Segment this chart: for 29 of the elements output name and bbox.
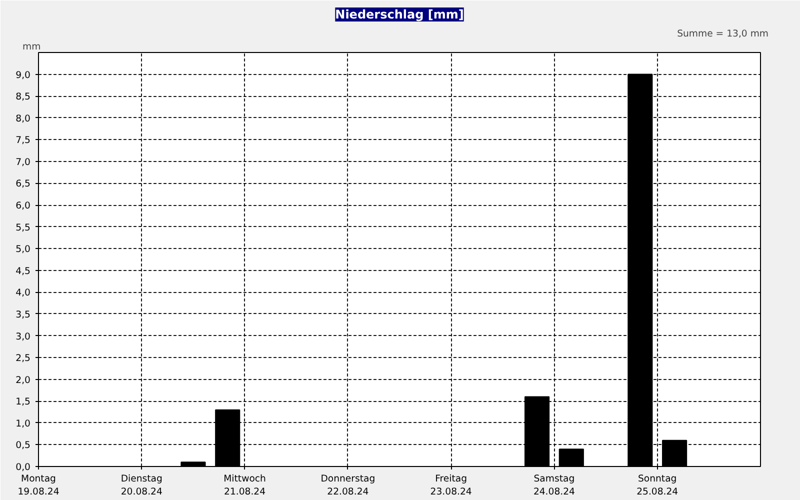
x-tick-label: Donnerstag 22.08.24: [320, 474, 376, 498]
y-tick-label: 5,0: [16, 244, 31, 256]
y-tick-label: 3,0: [16, 331, 31, 342]
x-tick-label: Samstag 24.08.24: [533, 474, 576, 498]
y-axis-title: mm: [22, 42, 41, 52]
x-tick-label: Freitag 23.08.24: [430, 474, 472, 498]
y-tick-label: 0,0: [16, 462, 31, 473]
y-tick-label: 2,5: [16, 353, 31, 364]
chart-title: Niederschlag [mm]: [335, 8, 464, 22]
x-tick-label: Mittwoch 21.08.24: [224, 474, 266, 498]
y-tick-label: 6,5: [16, 178, 31, 190]
y-tick-label: 3,5: [16, 309, 31, 320]
y-tick-label: 2,0: [16, 374, 31, 386]
y-tick-label: 6,0: [16, 200, 31, 212]
y-tick-label: 8,0: [16, 113, 31, 124]
y-tick-label: 9,0: [16, 70, 31, 81]
y-tick-label: 8,5: [16, 92, 31, 103]
text: Summe = 13,0 mm: [677, 28, 769, 40]
x-tick-label: Montag 19.08.24: [18, 474, 60, 498]
y-tick-label: 4,5: [16, 266, 31, 277]
x-tick-label: Dienstag 20.08.24: [120, 474, 163, 498]
y-tick-label: 7,0: [16, 156, 31, 168]
y-tick-label: 1,0: [16, 418, 31, 430]
y-tick-label: 1,5: [16, 396, 31, 408]
y-tick-label: 7,5: [16, 135, 31, 146]
y-tick-label: 5,5: [16, 222, 31, 234]
y-tick-label: 4,0: [16, 288, 31, 299]
y-tick-label: 0,5: [16, 440, 31, 452]
x-tick-label: Sonntag 25.08.24: [636, 474, 678, 498]
